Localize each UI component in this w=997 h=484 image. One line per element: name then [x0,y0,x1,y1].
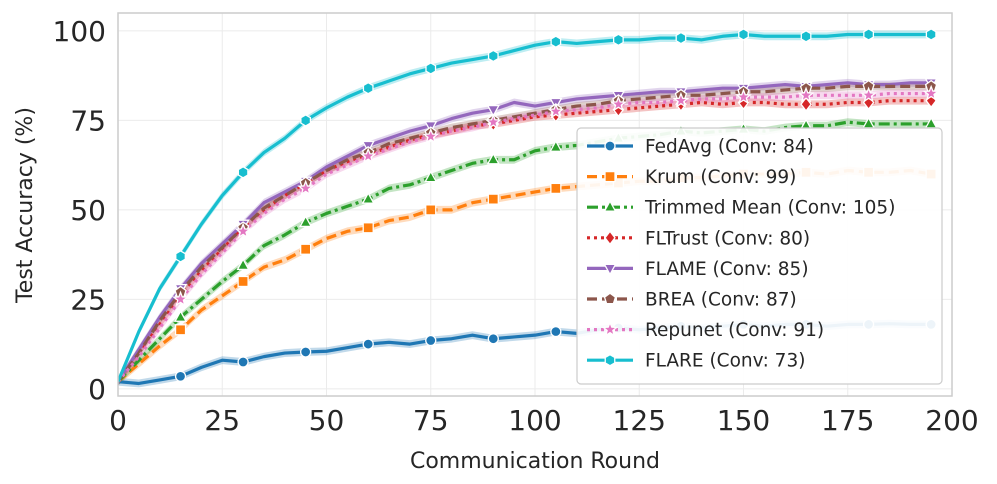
x-axis-label: Communication Round [410,449,660,474]
data-point [422,127,440,144]
x-tick-label: 50 [309,404,345,437]
y-tick-label: 100 [53,15,106,48]
x-tick-label: 75 [413,404,449,437]
series-markers [172,28,940,382]
data-point [172,290,189,307]
data-point [297,179,315,196]
y-tick-label: 50 [70,194,106,227]
data-point [863,28,875,41]
data-point [237,275,249,288]
legend-label: Repunet (Conv: 91) [645,320,824,341]
data-point [922,84,940,101]
data-point [300,114,312,127]
legend-marker [604,140,616,152]
data-point [425,204,437,216]
data-point [486,152,500,165]
data-point [173,309,188,322]
data-point [735,88,752,105]
data-point [236,258,250,271]
data-point [234,222,252,239]
y-axis-ticks: 0 25 50 75 100 [53,15,106,406]
y-tick-label: 0 [88,373,106,406]
data-point [175,250,186,263]
data-point [550,35,562,48]
x-tick-label: 200 [925,404,978,437]
data-point [359,147,377,164]
y-tick-label: 25 [70,283,106,316]
line-repunet [118,91,932,383]
data-point [487,49,499,63]
data-point [361,191,375,204]
y-tick-label: 75 [70,104,106,137]
legend-label: FedAvg (Conv: 84) [645,137,814,158]
data-point [547,102,565,119]
data-point [425,334,437,347]
line-flare [118,32,932,383]
data-point [237,166,249,179]
legend-marker [603,263,617,276]
legend-label: FLARE (Conv: 73) [645,351,805,372]
legend-label: BREA (Conv: 87) [645,290,797,311]
x-tick-label: 175 [821,404,874,437]
data-point [299,346,312,358]
line-flame [118,81,932,383]
data-point [610,95,627,112]
series-lines [118,32,932,386]
data-point [174,370,187,382]
legend-marker [604,170,616,183]
plot-frame [117,12,953,397]
legend-label: Trimmed Mean (Conv: 105) [644,198,895,219]
x-tick-label: 125 [613,404,666,437]
line-krum [118,168,932,383]
legend: FedAvg (Conv: 84) Krum (Conv: 99) Trimmed … [576,127,943,385]
data-point [299,243,312,255]
data-point [800,30,812,43]
legend-marker [603,199,617,212]
data-point [860,86,877,103]
x-tick-label: 25 [204,404,240,437]
line-brea [118,84,932,383]
legend-label: FLAME (Conv: 85) [645,259,809,280]
legend-box [576,127,943,385]
data-point [549,139,563,152]
data-point [486,104,500,117]
data-point [800,96,812,112]
data-point [425,62,437,75]
legend-label: FLTrust (Conv: 80) [645,228,810,249]
data-point [797,86,815,103]
legend-marker [603,292,617,305]
legend-marker [604,230,616,246]
data-point [487,333,499,345]
data-point [362,338,374,350]
data-point [675,31,687,45]
y-axis-label: Test Accuracy (%) [13,107,38,304]
line-trimmed-mean [118,120,932,383]
x-tick-label: 100 [508,404,561,437]
x-tick-label: 0 [109,404,127,437]
data-point [174,324,187,336]
data-point [362,81,374,95]
data-point [925,28,937,41]
data-point [487,193,499,205]
data-point [550,325,562,338]
data-point [362,222,374,234]
data-point [550,182,562,195]
legend-marker [604,353,616,367]
data-point [424,170,438,183]
data-point [612,33,624,47]
x-axis-ticks: 0 25 50 75 100 125 150 175 200 [109,404,979,437]
legend-label: Krum (Conv: 99) [645,167,796,188]
legend-marker [601,320,619,337]
data-point [672,91,690,108]
x-tick-label: 150 [717,404,770,437]
data-point [237,356,249,368]
data-point [484,113,502,130]
data-point [299,215,313,228]
data-point [738,28,749,41]
